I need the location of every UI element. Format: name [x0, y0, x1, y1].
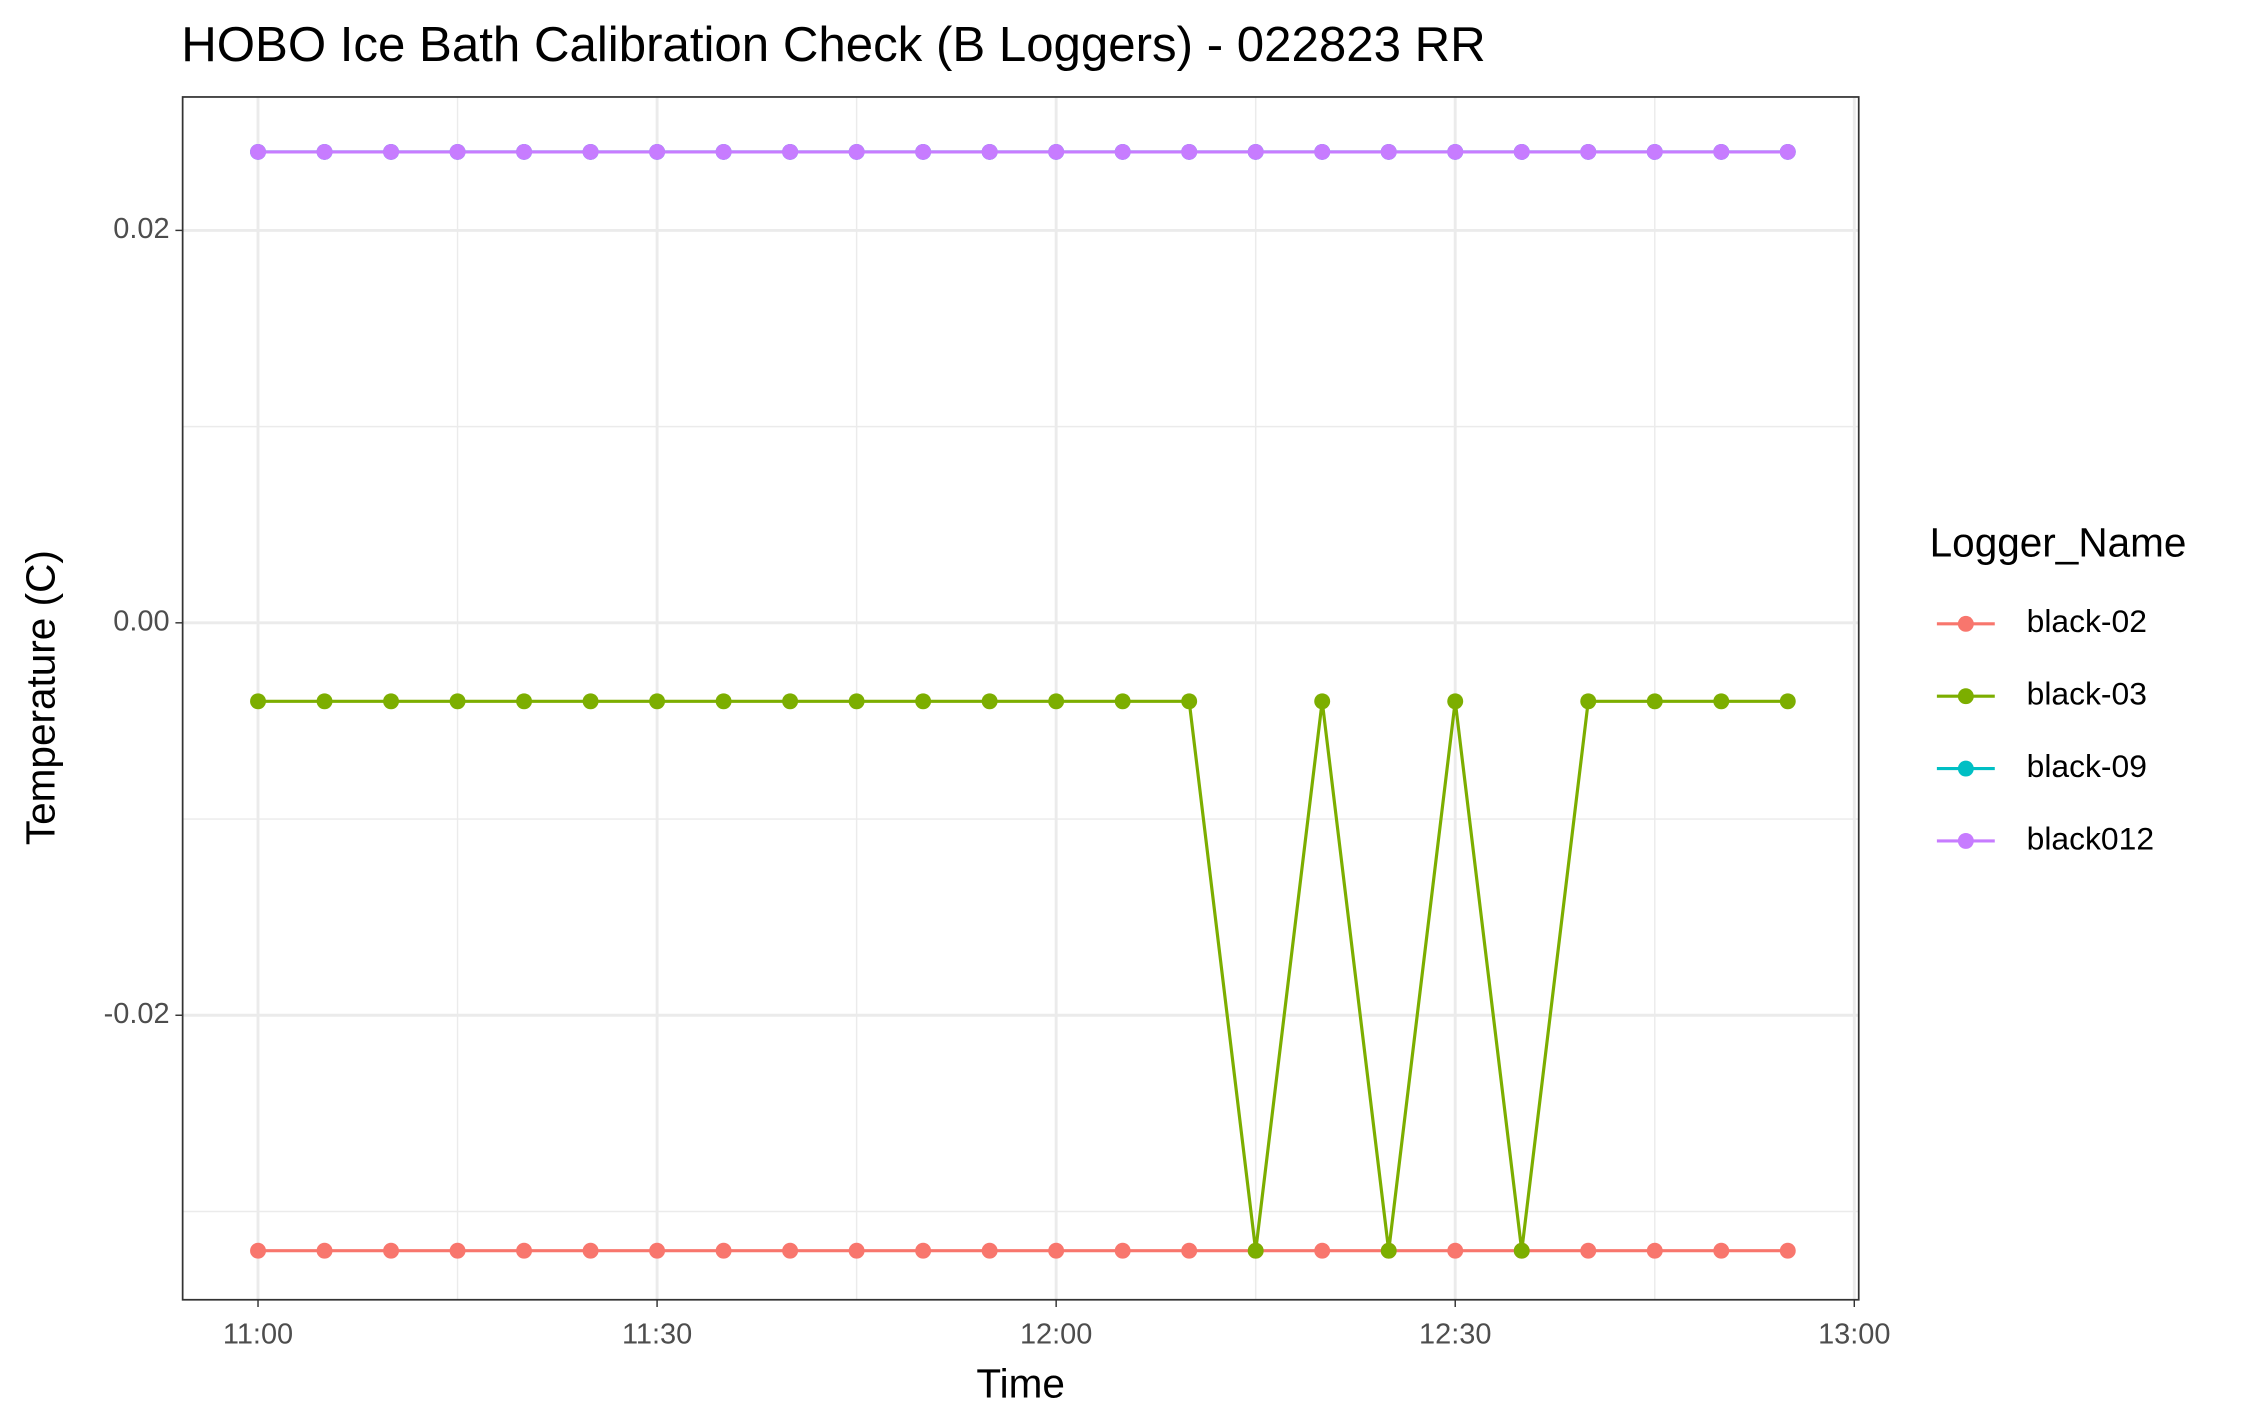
- data-point: [1713, 693, 1730, 710]
- legend-marker: [1957, 615, 1974, 632]
- x-tick-label: 11:30: [622, 1319, 692, 1351]
- data-point: [715, 693, 732, 710]
- data-point: [1247, 1242, 1264, 1259]
- data-point: [848, 143, 865, 160]
- data-point: [1181, 143, 1198, 160]
- y-tick-label: -0.02: [104, 998, 170, 1030]
- data-point: [1114, 143, 1131, 160]
- data-point: [1580, 143, 1597, 160]
- data-point: [981, 693, 998, 710]
- data-point: [1247, 143, 1264, 160]
- data-point: [383, 1242, 400, 1259]
- legend-label: black-02: [2027, 603, 2147, 639]
- data-point: [1048, 693, 1065, 710]
- x-tick-label: 12:00: [1020, 1319, 1092, 1351]
- data-point: [1314, 143, 1331, 160]
- data-point: [1580, 693, 1597, 710]
- data-point: [1380, 1242, 1397, 1259]
- legend-label: black-03: [2027, 676, 2147, 712]
- data-point: [383, 143, 400, 160]
- legend-label: black-09: [2027, 748, 2147, 784]
- data-point: [915, 693, 932, 710]
- legend-label: black012: [2027, 820, 2154, 856]
- data-point: [316, 143, 333, 160]
- data-point: [715, 1242, 732, 1259]
- data-point: [1646, 143, 1663, 160]
- legend-title: Logger_Name: [1930, 519, 2187, 565]
- legend-marker: [1957, 760, 1974, 777]
- x-tick-label: 11:00: [223, 1319, 293, 1351]
- data-point: [1646, 1242, 1663, 1259]
- data-point: [649, 693, 666, 710]
- data-point: [1646, 693, 1663, 710]
- data-point: [782, 143, 799, 160]
- data-point: [1713, 143, 1730, 160]
- data-point: [1314, 693, 1331, 710]
- data-point: [715, 143, 732, 160]
- data-point: [1447, 1242, 1464, 1259]
- data-point: [915, 143, 932, 160]
- data-point: [782, 693, 799, 710]
- data-point: [383, 693, 400, 710]
- x-axis-label: Time: [976, 1360, 1065, 1406]
- data-point: [848, 693, 865, 710]
- data-point: [915, 1242, 932, 1259]
- plot-border: [181, 96, 1860, 1301]
- data-point: [1513, 1242, 1530, 1259]
- legend-marker: [1957, 832, 1974, 849]
- data-point: [981, 143, 998, 160]
- data-point: [316, 693, 333, 710]
- y-tick-label: 0.02: [113, 213, 169, 245]
- data-point: [1114, 693, 1131, 710]
- data-point: [1314, 1242, 1331, 1259]
- data-point: [1513, 143, 1530, 160]
- x-tick-label: 12:30: [1419, 1319, 1491, 1351]
- data-point: [582, 1242, 599, 1259]
- data-point: [1181, 1242, 1198, 1259]
- data-point: [1779, 143, 1796, 160]
- data-point: [582, 143, 599, 160]
- data-point: [449, 693, 466, 710]
- data-point: [649, 1242, 666, 1259]
- data-point: [1048, 1242, 1065, 1259]
- data-point: [1048, 143, 1065, 160]
- data-point: [250, 693, 266, 710]
- data-point: [1580, 1242, 1597, 1259]
- data-point: [1447, 693, 1464, 710]
- data-point: [1713, 1242, 1730, 1259]
- data-point: [1779, 1242, 1796, 1259]
- data-point: [649, 143, 666, 160]
- chart-title: HOBO Ice Bath Calibration Check (B Logge…: [181, 17, 1485, 72]
- x-tick-label: 13:00: [1818, 1319, 1890, 1351]
- legend-marker: [1957, 688, 1974, 705]
- data-point: [516, 1242, 533, 1259]
- data-point: [516, 143, 533, 160]
- series-line: [258, 699, 1788, 1251]
- data-point: [582, 693, 599, 710]
- data-point: [316, 1242, 333, 1259]
- y-axis-label: Temperature (C): [17, 550, 63, 845]
- data-point: [516, 693, 533, 710]
- plot-background: [182, 96, 1859, 1300]
- data-point: [250, 1242, 266, 1259]
- data-point: [848, 1242, 865, 1259]
- data-point: [449, 143, 466, 160]
- y-tick-label: 0.00: [113, 605, 169, 637]
- data-point: [981, 1242, 998, 1259]
- data-point: [449, 1242, 466, 1259]
- data-point: [1181, 693, 1198, 710]
- data-point: [250, 143, 266, 160]
- data-point: [1447, 143, 1464, 160]
- data-point: [782, 1242, 799, 1259]
- data-point: [1114, 1242, 1131, 1259]
- data-point: [1779, 693, 1796, 710]
- data-point: [1380, 143, 1397, 160]
